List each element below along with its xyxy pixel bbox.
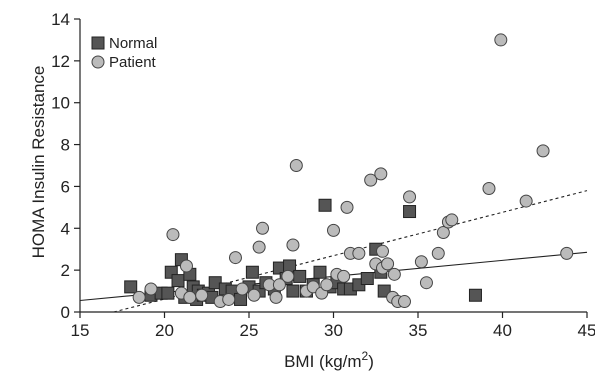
legend: Normal Patient [91,35,157,71]
point-patient [536,144,550,158]
point-patient [397,295,411,309]
point-normal [313,265,327,279]
point-normal [293,269,307,283]
point-patient [327,223,340,237]
point-patient [222,292,236,306]
point-patient [320,278,334,292]
y-tick-label: 8 [61,136,70,155]
x-axis-title-close: ) [368,352,374,371]
y-tick-label: 14 [51,10,70,29]
point-normal [171,274,185,288]
plot-area [79,33,588,313]
legend-marker-normal [91,36,105,50]
x-tick-label: 45 [578,321,595,340]
point-patient [166,228,180,242]
point-patient [482,182,496,196]
legend-label-patient: Patient [109,54,157,71]
point-normal [286,284,300,298]
point-normal [245,265,259,279]
point-patient [494,33,508,47]
point-patient [132,290,146,304]
point-patient [235,282,249,296]
x-tick-label: 15 [71,321,90,340]
point-patient [195,288,209,302]
point-patient [179,259,193,273]
point-patient [183,290,197,304]
x-tick-label: 30 [324,321,343,340]
legend-marker-patient [91,55,105,69]
point-patient [228,251,242,265]
point-normal [161,286,175,300]
x-tick-label: 20 [155,321,174,340]
x-tick-label: 35 [409,321,428,340]
x-tick-label: 25 [240,321,259,340]
x-axis-title-main: BMI (kg/m [284,352,361,371]
point-normal [468,288,482,302]
point-patient [445,213,459,227]
point-patient [403,190,417,204]
point-patient [286,238,300,252]
point-patient [247,288,261,302]
y-tick-label: 4 [61,219,70,238]
y-tick-label: 6 [61,177,70,196]
point-normal [403,205,417,219]
point-patient [352,246,366,260]
legend-label-normal: Normal [109,35,157,52]
point-patient [364,173,378,187]
point-patient [519,194,533,208]
point-patient [414,255,428,269]
x-axis-title-sup: 2 [362,349,369,363]
point-patient [252,240,266,254]
point-patient [376,244,390,258]
point-patient [374,167,388,181]
point-patient [381,257,395,271]
point-patient [436,225,450,239]
x-axis-title: BMI (kg/m2) [284,349,374,371]
y-tick-label: 12 [51,52,70,71]
axes: 0 2 4 6 8 10 12 14 15 20 25 30 35 40 45 [51,10,595,340]
point-patient [419,276,433,290]
point-patient [281,269,295,283]
point-normal [318,198,332,212]
y-axis-title: HOMA Insulin Resistance [29,66,48,259]
point-patient [431,246,445,260]
point-patient [269,290,283,304]
y-tick-label: 2 [61,261,70,280]
point-normal [124,280,138,294]
point-normal [360,272,374,286]
point-patient [387,267,401,281]
point-patient [560,246,574,260]
point-patient [144,282,158,296]
point-patient [272,278,286,292]
point-patient [337,269,351,283]
point-patient [289,159,303,172]
x-tick-label: 40 [493,321,512,340]
point-patient [256,221,270,235]
point-patient [340,200,354,214]
y-tick-label: 0 [61,303,70,322]
y-tick-label: 10 [51,94,70,113]
